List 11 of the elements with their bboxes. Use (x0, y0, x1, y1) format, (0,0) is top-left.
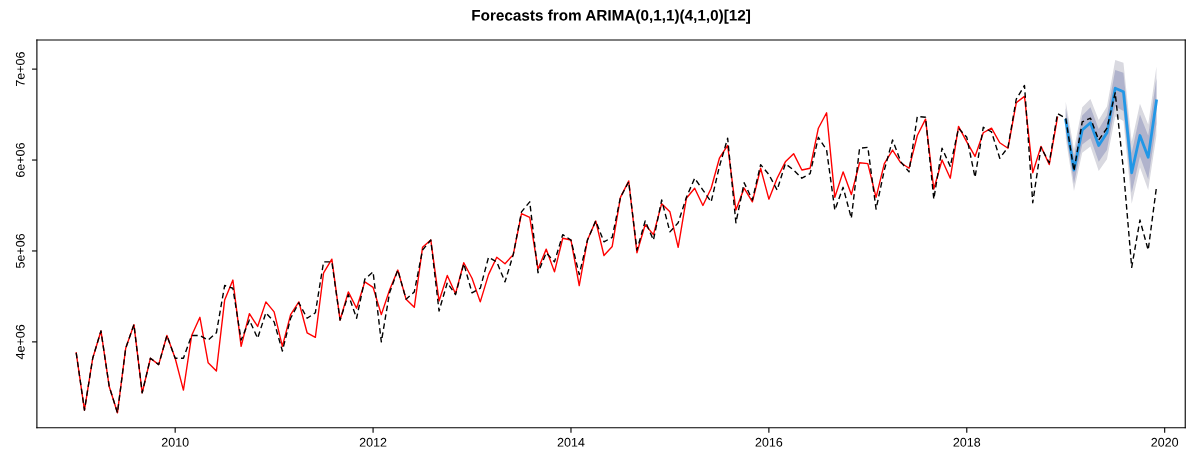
y-tick-label: 4e+06 (15, 324, 25, 360)
x-tick-label: 2020 (1151, 437, 1179, 447)
x-tick-label: 2012 (359, 437, 387, 447)
x-tick-label: 2016 (755, 437, 783, 447)
x-tick-label: 2014 (557, 437, 585, 447)
chart-title: Forecasts from ARIMA(0,1,1)(4,1,0)[12] (472, 9, 751, 24)
y-tick-label: 6e+06 (15, 143, 25, 177)
y-tick-label: 7e+06 (15, 52, 25, 87)
x-tick-label: 2010 (161, 437, 189, 447)
y-tick-label: 5e+06 (15, 233, 25, 269)
x-tick-label: 2018 (953, 437, 981, 447)
